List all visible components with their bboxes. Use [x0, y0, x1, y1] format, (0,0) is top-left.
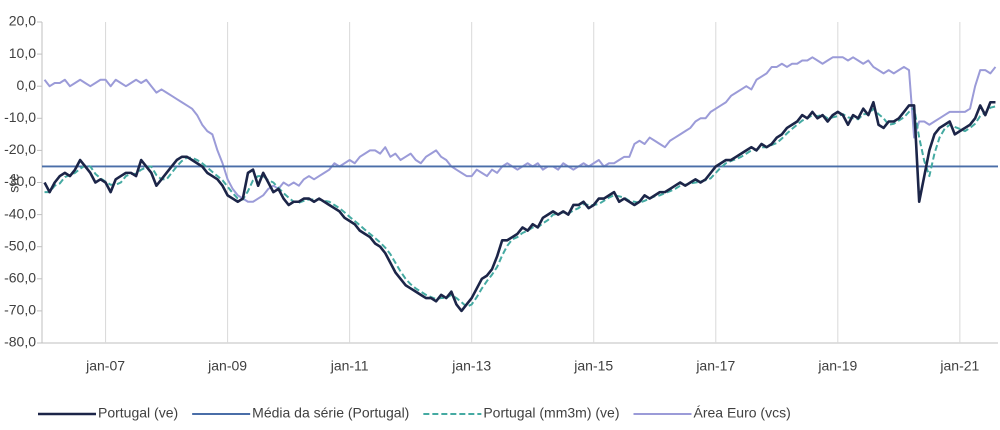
y-tick-label: -40,0 [4, 205, 36, 221]
y-tick-label: -30,0 [4, 173, 36, 189]
x-tick-label: jan-15 [573, 358, 613, 374]
x-tick-label: jan-11 [330, 358, 369, 374]
y-tick-label: -70,0 [4, 302, 36, 318]
y-tick-label: -80,0 [4, 334, 36, 350]
legend-label: Portugal (mm3m) (ve) [483, 405, 619, 421]
x-tick-label: jan-19 [817, 358, 857, 374]
y-tick-label: 20,0 [9, 13, 36, 29]
x-tick-label: jan-13 [451, 358, 491, 374]
y-axis-label: sre [6, 173, 22, 193]
x-tick-label: jan-17 [695, 358, 735, 374]
y-tick-label: -60,0 [4, 270, 36, 286]
x-tick-label: jan-09 [207, 358, 247, 374]
y-tick-label: -50,0 [4, 237, 36, 253]
legend-label: Portugal (ve) [98, 405, 178, 421]
x-tick-label: jan-07 [85, 358, 125, 374]
y-tick-label: -20,0 [4, 141, 36, 157]
series-line [43, 56, 997, 203]
y-tick-label: 10,0 [9, 45, 36, 61]
y-tick-label: -10,0 [4, 109, 36, 125]
series-line [43, 100, 996, 313]
series-line [44, 105, 996, 308]
legend-label: Área Euro (vcs) [693, 405, 790, 421]
y-tick-label: 0,0 [17, 77, 37, 93]
x-tick-label: jan-21 [939, 358, 979, 374]
legend-label: Média da série (Portugal) [252, 405, 409, 421]
